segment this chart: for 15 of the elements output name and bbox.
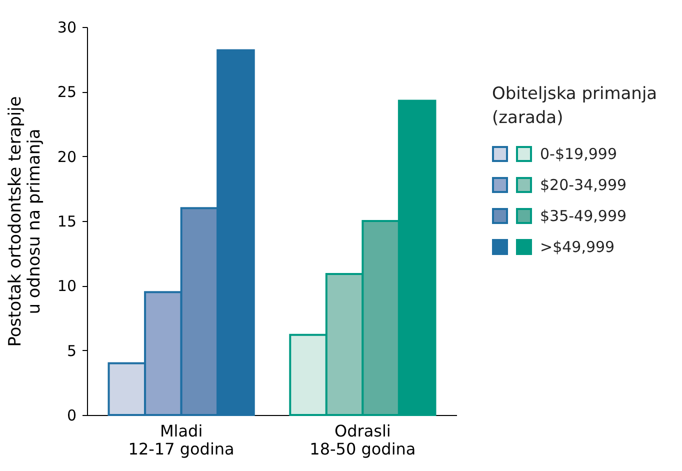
y-tick-label: 15 [57, 212, 76, 230]
legend-label: $20-34,999 [540, 176, 627, 194]
x-tick-label: Mladi 12-17 godina [128, 422, 234, 458]
y-tick-label: 20 [57, 148, 76, 166]
y-tick-label: 25 [57, 83, 76, 102]
legend-label: $35-49,999 [540, 206, 627, 224]
legend-label: >$49,999 [540, 238, 615, 256]
legend-label: 0-$19,999 [540, 144, 617, 162]
legend-title: Obiteljska primanja (zarada) [492, 83, 658, 130]
y-tick-label: 5 [66, 342, 76, 360]
y-tick-label: 10 [57, 277, 76, 296]
y-tick-label: 0 [66, 406, 76, 424]
y-axis-title: Postotak ortodontske terapije u odnosu na primanja [5, 96, 44, 347]
y-tick-label: 30 [57, 18, 76, 36]
x-tick-label: Odrasli 18-50 godina [310, 422, 416, 458]
